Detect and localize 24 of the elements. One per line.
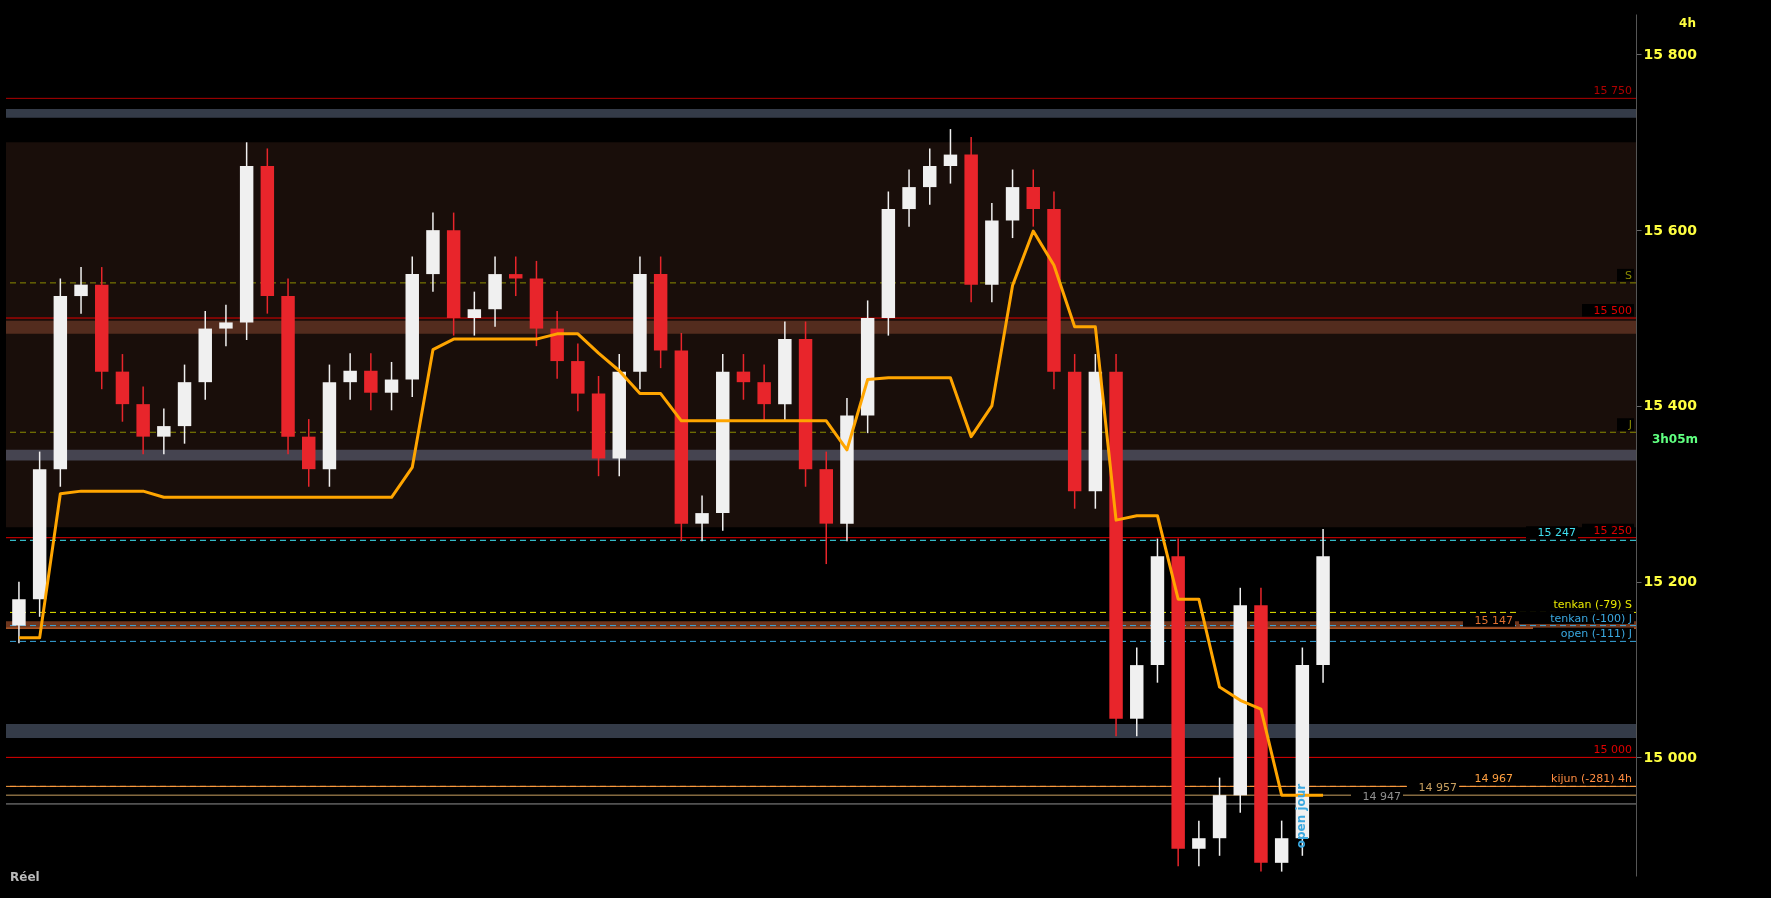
ref-line-label: 15 500 (1593, 304, 1632, 318)
ref-line-label: 15 247 (1537, 526, 1576, 540)
ref-line-label: 14 947 (1362, 789, 1401, 803)
y-tick-label: 15 600 (1643, 221, 1698, 238)
y-tick-label: 15 400 (1643, 397, 1698, 414)
ref-line-label: open (-111) J (1560, 627, 1632, 641)
ref-line-label: 15 000 (1593, 743, 1632, 757)
y-tick-label: 15 200 (1643, 573, 1698, 590)
ref-line-label: kijun (-281) 4h (1551, 772, 1633, 786)
ref-line-label: 15 750 (1593, 84, 1632, 98)
annotation: open jour (1294, 783, 1308, 849)
ref-line-label: 14 967 (1474, 772, 1513, 786)
y-tick-label: 15 800 (1643, 45, 1698, 62)
ref-line-label: 15 250 (1593, 523, 1632, 537)
ref-line-label: 15 147 (1474, 614, 1513, 628)
text: 3h05m (1651, 432, 1698, 446)
ref-line-label: S (1625, 268, 1633, 282)
text: 4h (1679, 16, 1696, 30)
annotation: Réel (10, 870, 40, 884)
ref-line-label: tenkan (-79) S (1553, 598, 1633, 612)
ref-line-label: 14 957 (1418, 781, 1457, 795)
y-tick-label: 15 000 (1643, 748, 1698, 765)
ref-line-label: tenkan (-100) J (1550, 611, 1632, 625)
ref-line-label: J (1627, 418, 1632, 432)
